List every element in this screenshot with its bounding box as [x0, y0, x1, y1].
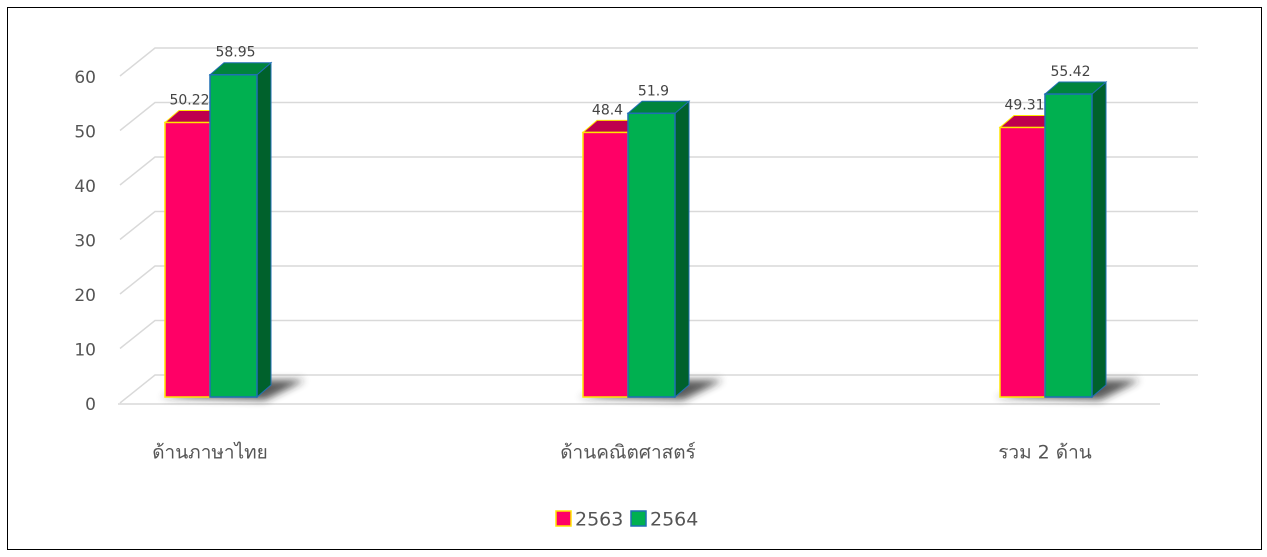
grid-line [119, 374, 1198, 404]
bar-face [627, 112, 676, 398]
legend-swatch [630, 510, 647, 527]
grid-line [119, 101, 1198, 132]
bar [208, 61, 273, 399]
bar-face [1091, 80, 1107, 399]
grid-line [119, 156, 1198, 186]
data-label: 50.22 [169, 92, 209, 108]
y-tick-label: 50 [74, 123, 96, 143]
x-tick-label: ด้านคณิตศาสตร์ [560, 442, 696, 464]
y-tick-label: 0 [85, 395, 96, 415]
grid-line [119, 47, 1198, 77]
x-tick-label: รวม 2 ด้าน [998, 442, 1092, 464]
bar-face [209, 73, 258, 398]
legend-label: 2563 [575, 509, 623, 531]
y-tick-label: 60 [74, 68, 96, 88]
y-tick-label: 30 [74, 232, 96, 252]
y-tick-label: 10 [74, 341, 96, 361]
bar-face [164, 121, 211, 398]
bar-face [999, 126, 1046, 398]
bar-face [582, 131, 629, 398]
legend-label: 2564 [650, 509, 698, 531]
bar [626, 100, 691, 399]
y-tick-label: 20 [74, 286, 96, 306]
data-label: 55.42 [1050, 64, 1090, 80]
y-tick-label: 40 [74, 177, 96, 197]
bar-face [256, 61, 272, 399]
bar [1043, 80, 1108, 399]
legend-swatch [555, 510, 572, 527]
x-tick-label: ด้านภาษาไทย [152, 442, 268, 464]
bar-face [1044, 93, 1093, 398]
bar-face [674, 100, 690, 399]
grid-line [119, 319, 1198, 350]
data-label: 49.31 [1004, 97, 1044, 113]
grid-line [119, 265, 1198, 295]
data-label: 51.9 [638, 83, 669, 99]
data-label: 48.4 [592, 102, 623, 118]
grid-line [119, 210, 1198, 241]
data-label: 58.95 [215, 45, 255, 61]
